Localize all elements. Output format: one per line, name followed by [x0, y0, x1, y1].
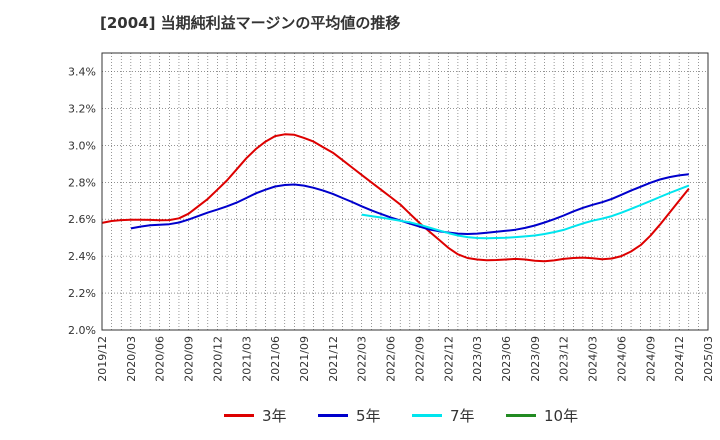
legend-item: 10年 — [506, 400, 578, 430]
y-tick-label: 2.2% — [68, 287, 96, 300]
grid-lines — [101, 53, 709, 331]
legend-item: 3年 — [224, 400, 287, 430]
x-tick-label: 2021/12 — [327, 336, 340, 382]
series-line-3年 — [101, 133, 690, 263]
series-line-5年 — [130, 173, 689, 235]
legend-item: 7年 — [412, 400, 475, 430]
x-tick-label: 2025/03 — [702, 336, 715, 382]
legend-swatch — [412, 413, 442, 417]
chart-title: [2004] 当期純利益マージンの平均値の推移 — [100, 14, 401, 32]
x-tick-label: 2023/06 — [500, 336, 513, 382]
x-tick-label: 2021/03 — [240, 336, 253, 382]
legend-label: 3年 — [262, 406, 287, 425]
legend-item: 5年 — [318, 400, 381, 430]
x-tick-label: 2020/12 — [211, 336, 224, 382]
y-axis-tick-labels: 2.0% 2.2% 2.4% 2.6% 2.8% 3.0% 3.2% 3.4% — [68, 65, 96, 337]
legend-label: 7年 — [450, 406, 475, 425]
x-tick-label: 2022/03 — [356, 336, 369, 382]
y-tick-label: 2.0% — [68, 324, 96, 337]
x-tick-label: 2022/09 — [413, 336, 426, 382]
x-tick-label: 2024/09 — [644, 336, 657, 382]
legend-label: 5年 — [356, 406, 381, 425]
x-tick-label: 2023/03 — [471, 336, 484, 382]
x-axis-tick-labels: 2019/12 2020/03 2020/06 2020/09 2020/12 2021/… — [96, 336, 715, 382]
x-tick-label: 2019/12 — [96, 336, 109, 382]
legend-swatch — [318, 413, 348, 417]
y-tick-label: 2.6% — [68, 213, 96, 226]
x-tick-label: 2020/09 — [183, 336, 196, 382]
legend: 3年 5年 7年 10年 — [0, 400, 720, 430]
series-lines — [101, 133, 690, 263]
x-tick-label: 2020/03 — [125, 336, 138, 382]
y-tick-label: 3.4% — [68, 65, 96, 78]
series-line-7年 — [361, 184, 690, 240]
x-tick-label: 2024/12 — [673, 336, 686, 382]
x-tick-label: 2024/03 — [587, 336, 600, 382]
legend-swatch — [506, 413, 536, 417]
legend-swatch — [224, 413, 254, 417]
y-tick-label: 2.4% — [68, 250, 96, 263]
x-tick-label: 2021/06 — [269, 336, 282, 382]
y-tick-label: 3.2% — [68, 102, 96, 115]
legend-label: 10年 — [544, 406, 579, 425]
x-tick-label: 2022/06 — [385, 336, 398, 382]
x-tick-label: 2023/12 — [558, 336, 571, 382]
plot-frame — [101, 52, 709, 331]
y-tick-label: 3.0% — [68, 139, 96, 152]
y-tick-label: 2.8% — [68, 176, 96, 189]
x-tick-label: 2022/12 — [442, 336, 455, 382]
x-tick-label: 2020/06 — [154, 336, 167, 382]
x-tick-label: 2024/06 — [615, 336, 628, 382]
x-tick-label: 2021/09 — [298, 336, 311, 382]
x-tick-label: 2023/09 — [529, 336, 542, 382]
